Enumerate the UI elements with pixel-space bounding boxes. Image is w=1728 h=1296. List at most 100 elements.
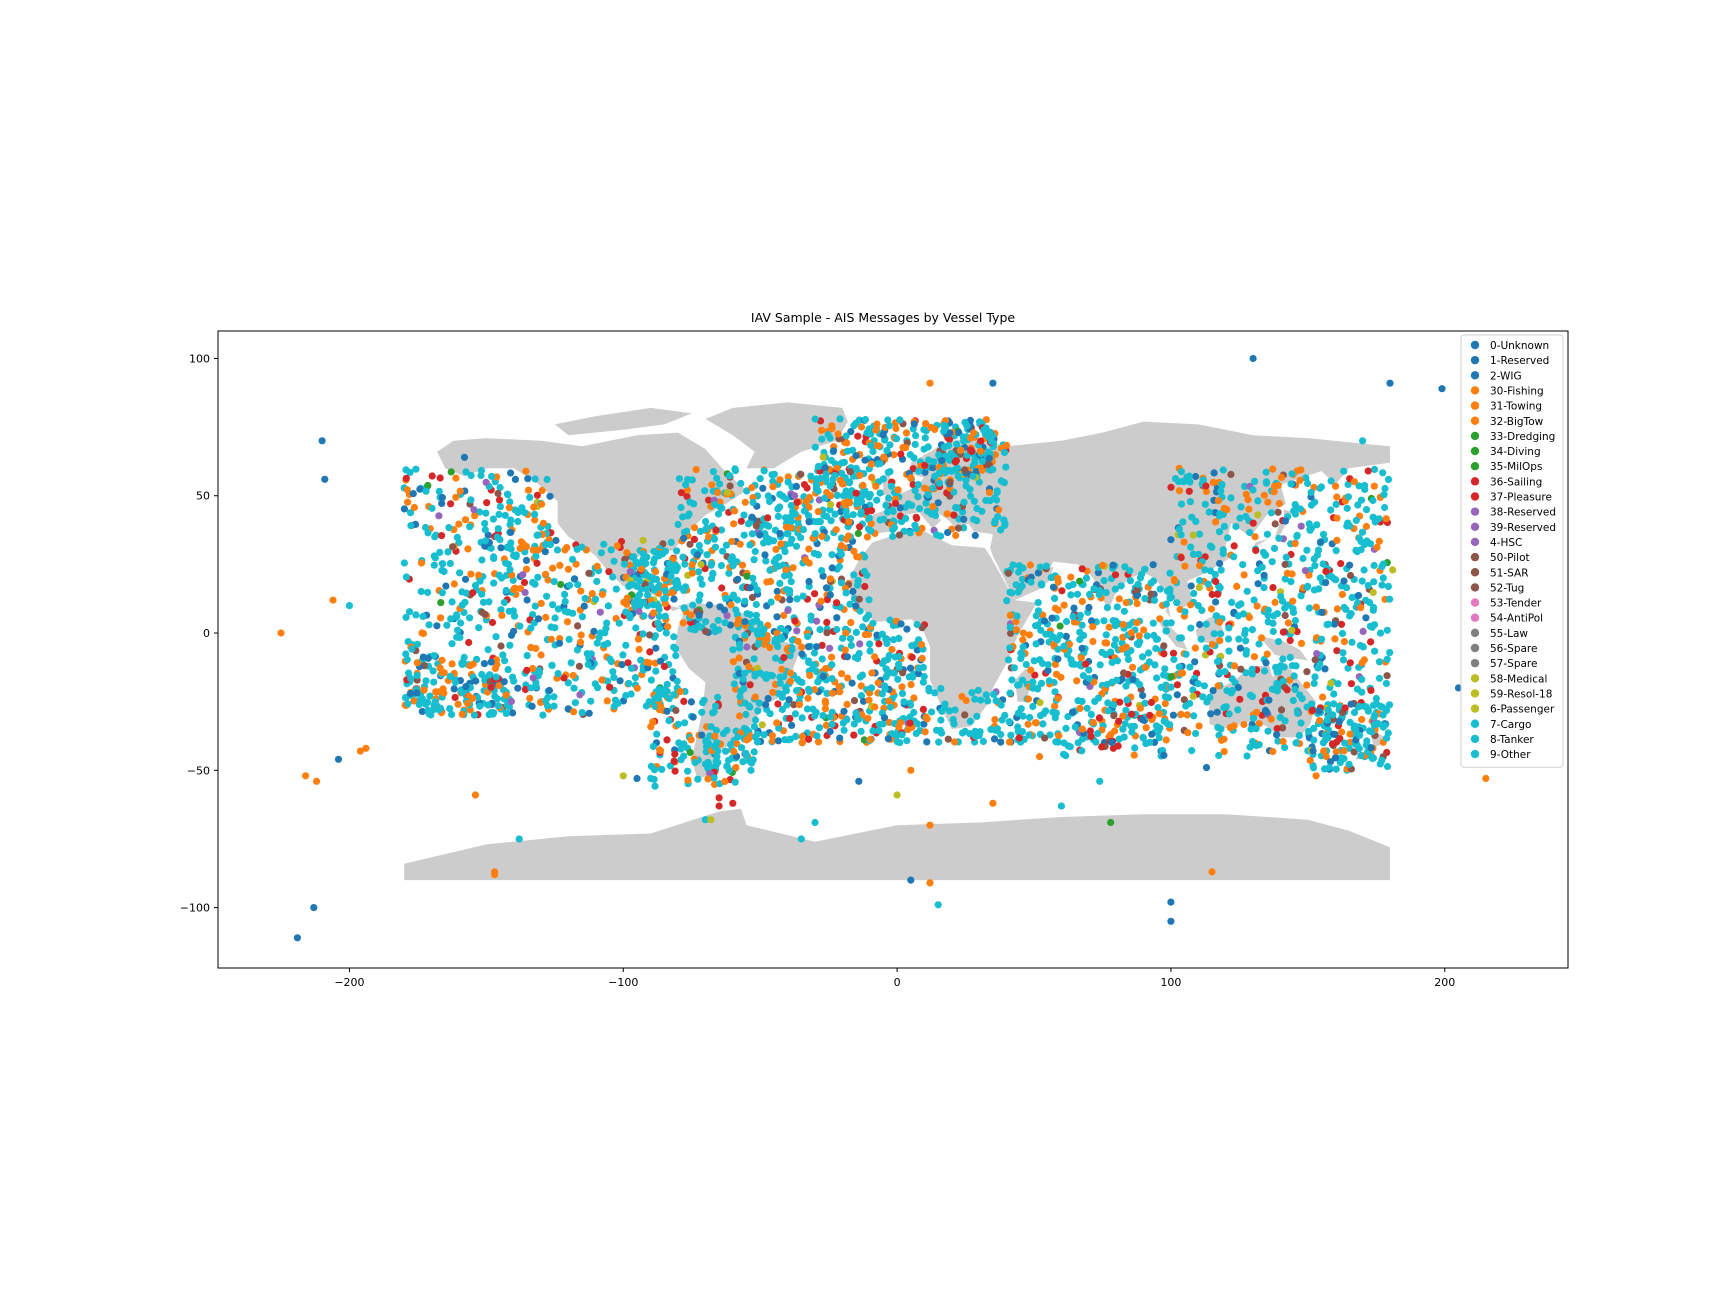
track-point (634, 635, 643, 643)
track-point (810, 649, 819, 657)
track-point (1122, 706, 1130, 714)
track-point (668, 564, 676, 572)
track-point (1315, 717, 1324, 725)
track-point (1146, 711, 1154, 719)
track-point (794, 637, 802, 646)
track-point (1191, 658, 1199, 666)
track-point (732, 606, 740, 614)
track-point (727, 556, 735, 564)
track-point (1371, 647, 1379, 655)
track-point (1208, 640, 1216, 649)
track-point (731, 467, 740, 475)
track-point (918, 524, 926, 533)
track-point (842, 507, 850, 515)
track-point (1218, 481, 1226, 489)
track-point (1291, 685, 1299, 694)
track-point (848, 679, 856, 687)
track-point (729, 658, 738, 666)
track-point (690, 500, 698, 508)
track-point (1317, 635, 1326, 643)
track-point (1196, 562, 1204, 570)
track-point (703, 551, 711, 559)
track-point (1333, 514, 1341, 522)
legend-label: 36-Sailing (1490, 476, 1542, 488)
track-point (1235, 601, 1243, 609)
track-point (907, 474, 915, 482)
track-point (951, 706, 959, 714)
track-point (1175, 487, 1183, 495)
track-point (1006, 623, 1014, 632)
track-point (912, 432, 920, 440)
track-point (884, 416, 892, 424)
track-point (552, 536, 560, 545)
track-point (1103, 680, 1111, 689)
track-point (688, 561, 696, 569)
track-point (654, 583, 662, 591)
track-point (1177, 634, 1185, 642)
track-point (1305, 604, 1313, 612)
track-point (771, 638, 779, 646)
track-point (719, 730, 728, 738)
track-point (722, 541, 731, 549)
track-point (898, 731, 906, 739)
track-point (1196, 620, 1204, 629)
track-point (1306, 525, 1314, 534)
track-point (814, 678, 822, 686)
track-point (1330, 690, 1338, 698)
track-point (683, 492, 691, 500)
track-point (686, 540, 694, 548)
track-point (850, 571, 858, 579)
track-point (702, 525, 710, 533)
track-point (687, 698, 696, 706)
track-point (677, 503, 685, 512)
track-point (1303, 583, 1311, 591)
track-point (456, 569, 464, 577)
track-point (481, 537, 489, 545)
track-point (1024, 695, 1032, 703)
track-point (737, 744, 746, 752)
track-point (828, 720, 836, 729)
track-point (935, 451, 943, 459)
track-point (470, 711, 478, 719)
track-point (1085, 666, 1093, 674)
track-point (818, 567, 826, 575)
track-point (780, 654, 788, 662)
track-point (910, 420, 918, 428)
track-point (1251, 533, 1259, 541)
track-point (627, 581, 635, 589)
track-point (971, 695, 979, 703)
track-point (1212, 598, 1220, 606)
track-point (1323, 621, 1331, 629)
track-point (1310, 736, 1318, 744)
legend-marker (1470, 583, 1480, 592)
track-point (842, 629, 850, 637)
track-point (747, 766, 755, 774)
track-point (1078, 697, 1086, 706)
track-point (776, 530, 784, 538)
legend-label: 53-Tender (1490, 598, 1542, 610)
track-point (1311, 562, 1319, 570)
track-point (1065, 582, 1073, 590)
track-point (811, 530, 819, 538)
track-point (1096, 586, 1104, 595)
legend-marker (1470, 355, 1480, 365)
track-point (690, 524, 699, 532)
track-point (1051, 714, 1059, 722)
track-point (661, 599, 669, 608)
track-point (561, 607, 569, 615)
track-point (1007, 731, 1015, 739)
track-point (812, 480, 820, 488)
track-point (1237, 503, 1245, 511)
track-point (462, 683, 470, 691)
track-point (485, 598, 493, 606)
track-point (766, 710, 774, 718)
track-point (1346, 561, 1354, 569)
track-point (1296, 505, 1305, 513)
track-point (1250, 653, 1258, 661)
track-point (507, 697, 515, 706)
track-point (840, 726, 848, 734)
track-point (1087, 710, 1095, 719)
track-point (774, 737, 783, 745)
track-point (491, 664, 499, 673)
track-point (735, 640, 744, 648)
